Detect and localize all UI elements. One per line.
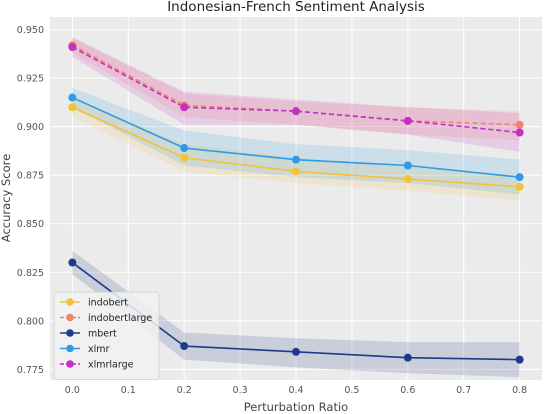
- point-xlmr: [292, 155, 300, 164]
- legend-label-xlmr: xlmr: [88, 344, 110, 355]
- point-mbert: [515, 355, 524, 364]
- chart-title: Indonesian-French Sentiment Analysis: [167, 0, 425, 15]
- legend-label-xlmrlarge: xlmrlarge: [88, 360, 134, 371]
- x-tick-label: 0.8: [512, 385, 527, 396]
- x-axis-label: Perturbation Ratio: [244, 400, 348, 414]
- legend-marker-indobertlarge: [66, 313, 74, 322]
- y-tick-label: 0.775: [17, 365, 44, 376]
- point-mbert: [403, 353, 412, 362]
- y-axis-label: Accuracy Score: [0, 154, 13, 242]
- legend-box: [53, 291, 160, 380]
- point-indobertlarge: [515, 120, 524, 129]
- point-indobert: [292, 167, 300, 176]
- y-tick-labels: 0.775 0.800 0.825 0.850 0.875 0.900 0.925 0.950: [17, 25, 44, 376]
- x-tick-label: 0.0: [65, 385, 80, 396]
- y-tick-label: 0.825: [17, 268, 44, 279]
- band-indobert: [72, 97, 520, 201]
- y-tick-label: 0.925: [17, 74, 44, 85]
- line-xlmrlarge: [71, 46, 520, 134]
- x-tick-labels: 0.0 0.1 0.2 0.3 0.4 0.5 0.6 0.7 0.8: [65, 385, 527, 396]
- point-xlmr: [403, 161, 412, 170]
- point-xlmrlarge: [292, 107, 300, 116]
- grid-lines: [50, 17, 542, 380]
- point-xlmrlarge: [68, 43, 77, 52]
- x-tick-label: 0.7: [456, 385, 471, 396]
- y-tick-label: 0.900: [17, 122, 44, 133]
- point-xlmr: [180, 144, 189, 153]
- legend-label-indobert: indobert: [88, 298, 128, 309]
- y-tick-label: 0.950: [17, 25, 44, 36]
- point-xlmrlarge: [180, 103, 189, 112]
- legend-marker-xlmrlarge: [66, 360, 74, 368]
- legend-label-indobertlarge: indobertlarge: [88, 313, 152, 324]
- point-xlmrlarge: [403, 116, 412, 125]
- point-indobert: [403, 175, 412, 184]
- point-indobert: [68, 103, 77, 112]
- legend-marker-indobert: [66, 298, 74, 306]
- point-xlmrlarge: [515, 128, 524, 137]
- x-tick-label: 0.6: [400, 385, 415, 396]
- y-tick-label: 0.875: [17, 171, 44, 182]
- x-tick-label: 0.2: [177, 385, 192, 396]
- x-tick-label: 0.3: [233, 385, 248, 396]
- y-tick-label: 0.800: [17, 316, 44, 327]
- x-tick-label: 0.4: [288, 385, 303, 396]
- band-indobertlarge: [72, 37, 520, 141]
- series-points: [68, 41, 524, 364]
- legend-marker-xlmr: [66, 344, 74, 353]
- point-mbert: [292, 347, 300, 356]
- point-mbert: [180, 342, 189, 351]
- y-tick-label: 0.850: [17, 219, 44, 230]
- point-xlmr: [515, 173, 524, 182]
- point-xlmr: [68, 93, 77, 102]
- legend: indobert indobertlarge mbert xlmr xlmrlarge: [53, 291, 160, 380]
- point-indobert: [180, 153, 189, 162]
- x-tick-label: 0.5: [344, 385, 359, 396]
- x-tick-label: 0.1: [121, 385, 136, 396]
- point-indobert: [515, 182, 524, 191]
- line-indobertlarge: [71, 44, 520, 126]
- legend-marker-mbert: [66, 329, 74, 337]
- legend-label-mbert: mbert: [88, 329, 117, 340]
- point-mbert: [68, 258, 77, 267]
